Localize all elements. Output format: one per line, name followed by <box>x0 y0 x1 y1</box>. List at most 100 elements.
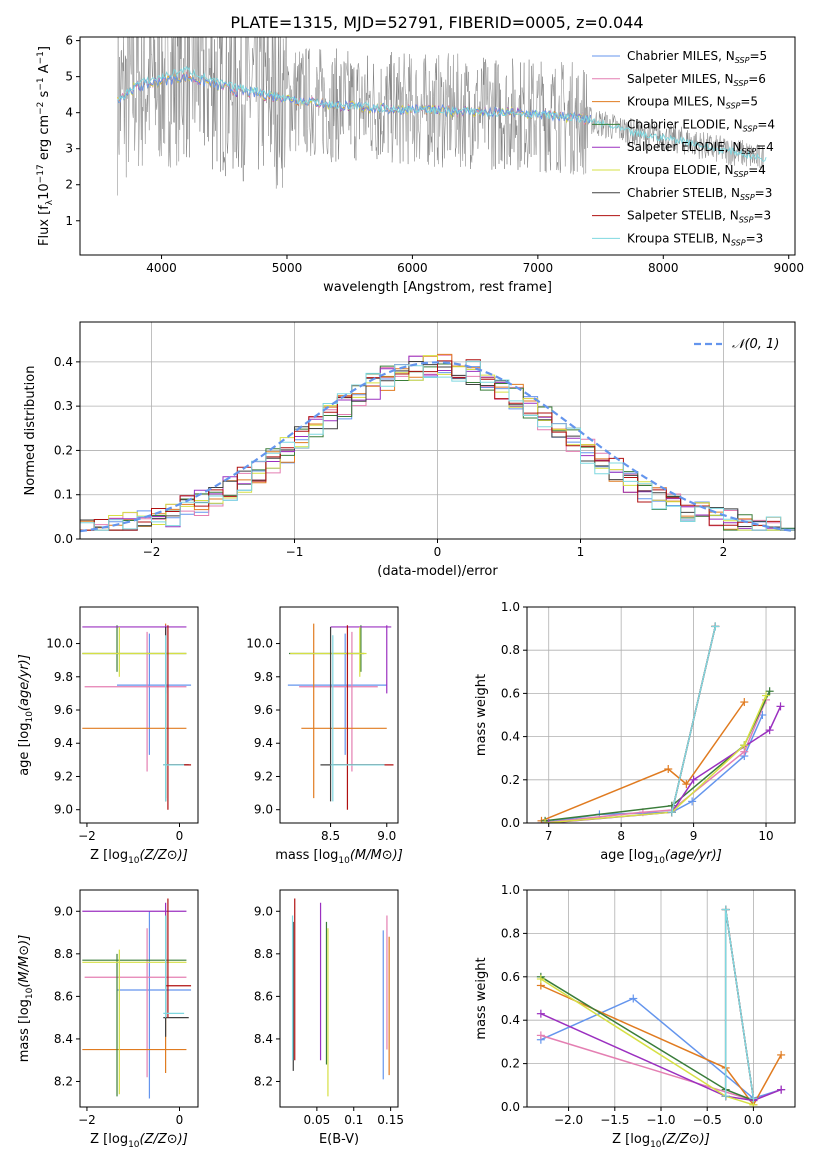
series-line <box>671 626 717 813</box>
y-tick-label: 2 <box>65 178 73 192</box>
y-tick-label: 8.4 <box>254 1032 273 1046</box>
legend-label: Kroupa MILES, NSSP=5 <box>627 95 758 111</box>
legend-label: Salpeter MILES, NSSP=6 <box>627 72 766 88</box>
x-tick-label: 7 <box>545 829 553 843</box>
y-tick-label: 0.6 <box>501 970 520 984</box>
x-tick-label: 0 <box>434 545 442 559</box>
plot-area <box>82 623 192 810</box>
x-tick-label: 1 <box>577 545 585 559</box>
plot-area <box>287 623 394 810</box>
y-tick-label: 6 <box>65 34 73 48</box>
legend-label: Kroupa STELIB, NSSP=3 <box>627 231 763 247</box>
y-tick-label: 0.2 <box>501 1057 520 1071</box>
x-axis-label: mass [log10(M/M⊙)] <box>275 848 403 866</box>
x-tick-label: 0 <box>176 829 184 843</box>
series-line <box>545 695 767 823</box>
x-tick-label: 0.0 <box>744 1113 763 1127</box>
legend-label: Chabrier ELODIE, NSSP=4 <box>627 117 775 133</box>
axes-frame <box>526 889 796 1108</box>
x-tick-label: −2.0 <box>554 1113 583 1127</box>
y-axis-label: age [log10(age/yr)] <box>17 654 35 776</box>
histogram-step <box>80 360 795 531</box>
plot-area <box>80 353 795 533</box>
y-tick-label: 9.4 <box>54 736 73 750</box>
axes-frame <box>279 606 399 824</box>
y-tick-label: 9.6 <box>54 703 73 717</box>
y-tick-label: 3 <box>65 142 73 156</box>
x-tick-label: 9.0 <box>377 829 396 843</box>
x-axis-label: E(B-V) <box>319 1132 359 1147</box>
legend-label: 𝒩(0, 1) <box>732 337 779 352</box>
y-tick-label: 9.8 <box>54 670 73 684</box>
x-tick-label: 10 <box>758 829 773 843</box>
x-tick-label: −1.0 <box>646 1113 675 1127</box>
x-tick-label: 9000 <box>773 261 804 275</box>
x-tick-label: 8000 <box>648 261 679 275</box>
y-tick-label: 0.0 <box>501 1100 520 1114</box>
y-tick-label: 0.3 <box>54 399 73 413</box>
data-spectrum <box>117 37 764 196</box>
series-line <box>540 984 782 1107</box>
plot-area <box>291 898 390 1097</box>
panel-7: 0.05 0.1 0.15 8.2 8.4 8.6 8.8 9.0 E(B-V) <box>254 889 404 1147</box>
y-tick-label: 0.4 <box>54 355 73 369</box>
y-axis-label: mass weight <box>474 674 489 756</box>
model-spectrum <box>117 72 591 124</box>
legend-label: Chabrier STELIB, NSSP=3 <box>627 186 772 202</box>
y-tick-label: 5 <box>65 70 73 84</box>
series-line <box>540 976 754 1102</box>
x-tick-label: 8.5 <box>321 829 340 843</box>
y-tick-label: 0.2 <box>54 443 73 457</box>
x-tick-label: 4000 <box>146 261 177 275</box>
series-line <box>540 997 782 1100</box>
axes-frame <box>79 606 199 824</box>
y-tick-label: 0.0 <box>54 532 73 546</box>
y-tick-label: 8.4 <box>54 1032 73 1046</box>
y-tick-label: 4 <box>65 106 73 120</box>
y-tick-label: 9.0 <box>254 803 273 817</box>
axes-frame <box>79 321 796 540</box>
y-axis-label: Flux [fλ10−17 erg cm−2 s−1 A−1] <box>36 46 55 246</box>
x-tick-label: −2 <box>78 1113 96 1127</box>
x-tick-label: 5000 <box>272 261 303 275</box>
y-axis-label: mass weight <box>474 957 489 1039</box>
x-tick-label: 9 <box>690 829 698 843</box>
x-axis-label: age [log10(age/yr)] <box>600 848 722 866</box>
panel-1: 4000 5000 6000 7000 8000 9000 1 2 3 4 5 6 wavelength… <box>36 34 804 295</box>
x-axis-label: Z [log10(Z/Z⊙)] <box>90 848 188 866</box>
y-tick-label: 9.6 <box>254 703 273 717</box>
y-tick-label: 1.0 <box>501 600 520 614</box>
x-tick-label: −0.5 <box>693 1113 722 1127</box>
figure-title: PLATE=1315, MJD=52791, FIBERID=0005, z=0… <box>230 13 643 32</box>
y-tick-label: 10.0 <box>246 637 273 651</box>
x-tick-label: 7000 <box>523 261 554 275</box>
x-tick-label: 6000 <box>397 261 428 275</box>
x-tick-label: 8 <box>617 829 625 843</box>
panel-8: −2.0 −1.5 −1.0 −0.5 0.0 0.0 0.2 0.4 0.6 0.8 1.0 Z [… <box>474 883 796 1150</box>
y-tick-label: 0.0 <box>501 816 520 830</box>
panel-6: −2 0 8.2 8.4 8.6 8.8 9.0 Z [log10(Z/Z⊙)] mass [l… <box>17 889 199 1150</box>
x-tick-label: 0.05 <box>304 1113 331 1127</box>
x-axis-label: Z [log10(Z/Z⊙)] <box>90 1132 188 1150</box>
x-tick-label: −2 <box>78 829 96 843</box>
y-tick-label: 0.4 <box>501 730 520 744</box>
y-tick-label: 1.0 <box>501 883 520 897</box>
y-tick-label: 9.0 <box>54 904 73 918</box>
x-tick-label: −2 <box>143 545 161 559</box>
panel-4: 8.5 9.0 9.0 9.2 9.4 9.6 9.8 10.0 mass [log10(M/M… <box>246 606 403 866</box>
y-tick-label: 0.4 <box>501 1013 520 1027</box>
axes-frame <box>79 889 199 1108</box>
series-line <box>541 701 745 822</box>
y-tick-label: 1 <box>65 214 73 228</box>
plot-area <box>82 898 192 1099</box>
y-axis-label: mass [log10(M/M⊙)] <box>17 935 35 1063</box>
axes-frame <box>79 36 796 256</box>
x-axis-label: Z [log10(Z/Z⊙)] <box>612 1132 710 1150</box>
x-tick-label: 0.1 <box>344 1113 363 1127</box>
series-line <box>724 909 755 1099</box>
y-tick-label: 0.6 <box>501 686 520 700</box>
legend-label: Salpeter ELODIE, NSSP=4 <box>627 140 774 156</box>
panel-2: −2 −1 0 1 2 0.0 0.1 0.2 0.3 0.4 (data-model)/error… <box>23 321 796 579</box>
